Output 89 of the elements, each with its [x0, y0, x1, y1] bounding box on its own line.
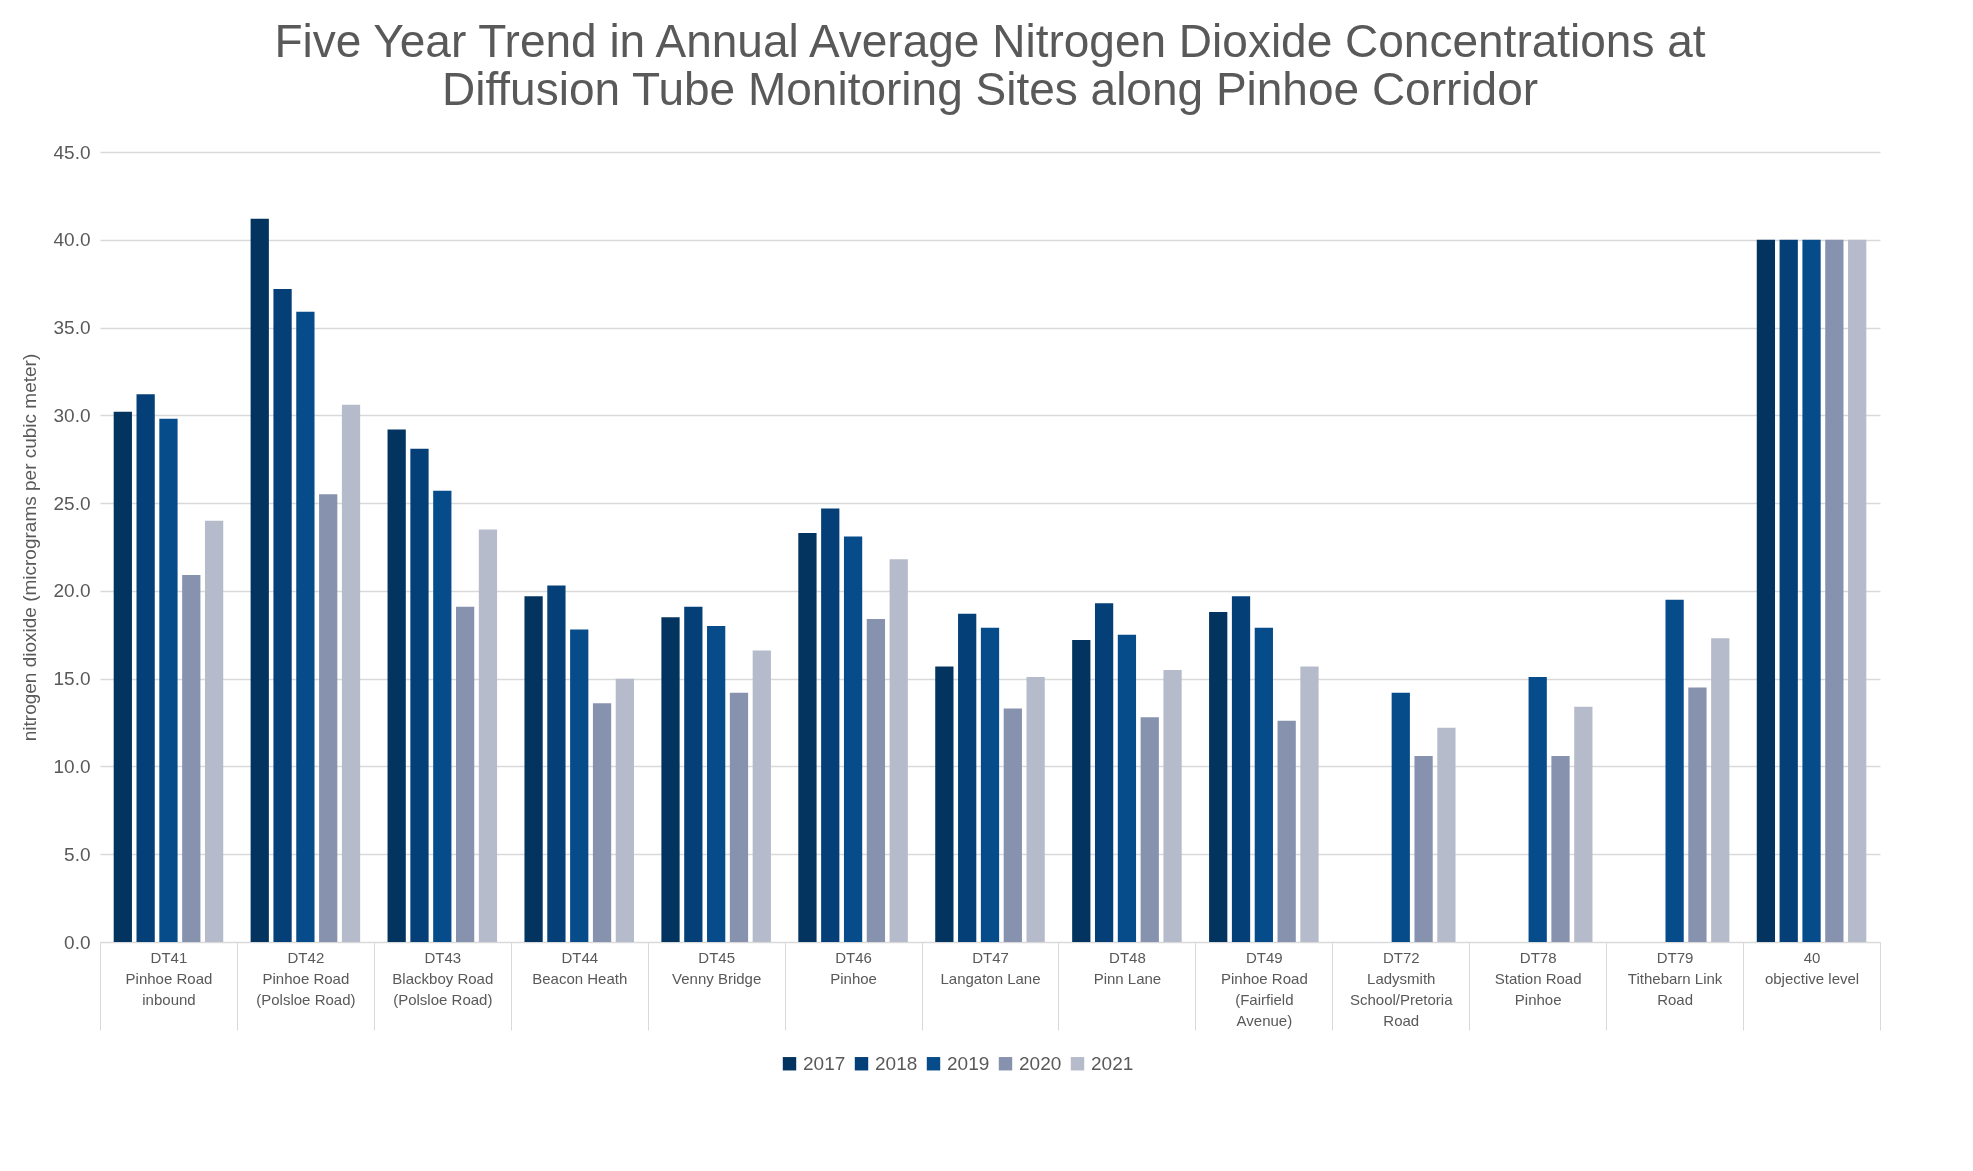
- bar: [661, 617, 680, 942]
- bar: [204, 520, 224, 942]
- bar: [341, 404, 361, 942]
- bar: [935, 666, 954, 942]
- y-tick-label: 10.0: [53, 755, 91, 777]
- bar: [1163, 669, 1182, 942]
- y-axis-title: nitrogen dioxide (micrograms per cubic meter): [18, 353, 40, 742]
- legend-label: 2021: [1091, 1052, 1134, 1074]
- bar: [250, 218, 269, 942]
- x-tick-label: 40 objective level: [1764, 948, 1860, 987]
- y-tick-label: 35.0: [53, 317, 91, 339]
- bar: [1094, 603, 1114, 942]
- bar: [433, 490, 452, 942]
- bar: [1665, 599, 1684, 942]
- bar: [182, 575, 201, 942]
- y-tick-label: 40.0: [53, 229, 91, 251]
- legend-label: 2017: [803, 1052, 846, 1074]
- x-tick-label: DT43 Blackboy Road (Polsloe Road): [392, 948, 494, 1008]
- bar: [410, 448, 429, 942]
- bar: [1026, 676, 1045, 942]
- bar: [1574, 706, 1593, 942]
- bar: [136, 394, 155, 942]
- bar: [889, 559, 908, 942]
- bar: [1117, 634, 1137, 942]
- bar: [1231, 596, 1251, 942]
- bar: [1003, 708, 1022, 942]
- bar: [1848, 239, 1867, 942]
- bar: [707, 626, 726, 942]
- bar: [1277, 720, 1296, 942]
- bar: [296, 311, 315, 942]
- chart-title: Five Year Trend in Annual Average Nitrogen Dioxide Concentrations at Diffusion Tube Monitoring Sites along Pinhoe Corridor: [274, 15, 1706, 115]
- legend-label: 2019: [947, 1052, 990, 1074]
- bar: [615, 678, 634, 942]
- bar: [524, 596, 543, 942]
- bar: [843, 536, 863, 942]
- bar: [1072, 640, 1091, 942]
- bar: [1779, 239, 1798, 942]
- bar: [387, 429, 406, 942]
- bar: [273, 288, 292, 942]
- bar: [1391, 692, 1410, 942]
- legend-label: 2018: [875, 1052, 918, 1074]
- y-tick-label: 45.0: [53, 141, 91, 163]
- x-tick-label: DT46 Pinhoe: [830, 948, 877, 987]
- x-tick-label: DT47 Langaton Lane: [940, 948, 1041, 987]
- bar: [958, 613, 977, 942]
- x-tick-label: DT72 Ladysmith School/Pretoria Road: [1349, 948, 1454, 1029]
- bar: [1528, 676, 1547, 942]
- bar: [113, 411, 132, 942]
- bar: [1756, 239, 1776, 942]
- x-tick-label: DT45 Venny Bridge: [672, 948, 762, 987]
- x-tick-label: DT44 Beacon Heath: [532, 948, 628, 987]
- y-tick-label: 15.0: [53, 668, 91, 690]
- x-tick-label: DT49 Pinhoe Road (Fairfield Avenue): [1220, 948, 1308, 1029]
- x-tick-label: DT48 Pinn Lane: [1093, 948, 1162, 987]
- y-tick-label: 30.0: [53, 404, 91, 426]
- legend-label: 2020: [1019, 1052, 1062, 1074]
- bar: [866, 618, 886, 942]
- bar: [1300, 666, 1319, 942]
- bar: [478, 529, 498, 942]
- bar: [1802, 239, 1821, 942]
- bar: [319, 494, 338, 942]
- bar: [547, 585, 566, 942]
- bar: [1825, 239, 1844, 942]
- bar: [159, 418, 178, 942]
- bar: [1254, 627, 1273, 942]
- bar: [1688, 687, 1707, 942]
- x-tick-label: DT79 Tithebarn Link Road: [1627, 948, 1723, 1008]
- bar: [729, 692, 749, 942]
- bar: [1414, 755, 1433, 942]
- bar: [752, 650, 771, 942]
- bar: [1140, 717, 1159, 942]
- bar: [1437, 727, 1456, 942]
- bar: [684, 606, 703, 942]
- bar: [1209, 611, 1228, 942]
- bar: [798, 532, 817, 942]
- y-tick-label: 20.0: [53, 580, 91, 602]
- x-tick-label: DT78 Station Road Pinhoe: [1494, 948, 1582, 1008]
- y-tick-label: 5.0: [64, 843, 91, 865]
- x-tick-label: DT42 Pinhoe Road (Polsloe Road): [256, 948, 356, 1008]
- bar: [821, 508, 840, 942]
- bar: [456, 606, 475, 942]
- bar: [1551, 755, 1570, 942]
- y-tick-label: 25.0: [53, 492, 91, 514]
- x-tick-label: DT41 Pinhoe Road inbound: [125, 948, 213, 1008]
- bar: [592, 703, 612, 942]
- bar: [570, 629, 589, 942]
- bar: [980, 627, 1000, 942]
- y-tick-label: 0.0: [64, 931, 91, 953]
- bar: [1711, 638, 1730, 942]
